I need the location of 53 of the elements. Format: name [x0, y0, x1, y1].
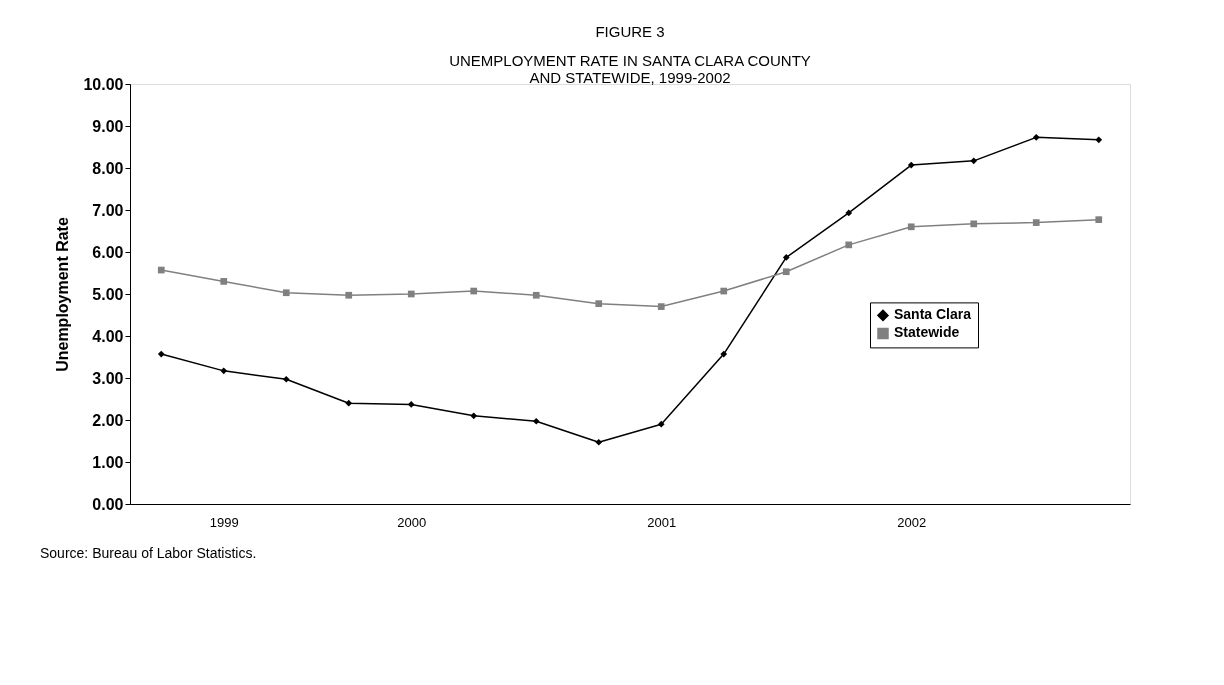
y-axis-title: Unemployment Rate [54, 217, 72, 372]
point [907, 223, 915, 231]
chart-subtitle: UNEMPLOYMENT RATE IN SANTA CLARA COUNTY AND STATEWIDE, 1999-2002 [449, 52, 811, 86]
y-tick-label: 2.00 [92, 411, 124, 429]
chart-title: FIGURE 3 [595, 23, 665, 40]
y-tick-label: 1.00 [92, 453, 124, 471]
source-note: Source: Bureau of Labor Statistics. [40, 545, 257, 561]
x-tick-label: 2000 [397, 514, 427, 530]
point [532, 417, 540, 425]
y-tick-label: 10.00 [83, 75, 124, 93]
point [845, 241, 853, 249]
point [282, 375, 290, 383]
point [345, 399, 353, 407]
y-tick-label: 8.00 [92, 159, 124, 177]
y-tick-label: 0.00 [92, 495, 124, 513]
legend-label: Santa Clara [894, 306, 972, 323]
point [1032, 219, 1040, 226]
x-tick-label: 2002 [897, 514, 927, 530]
y-tick-label: 4.00 [92, 327, 124, 345]
y-tick-label: 7.00 [92, 201, 124, 219]
point [1095, 136, 1103, 144]
point [657, 303, 665, 310]
point [907, 161, 915, 169]
y-tick-label: 5.00 [92, 285, 124, 303]
point [782, 268, 790, 276]
point [220, 367, 228, 375]
point [595, 438, 603, 446]
x-tick-label: 1999 [209, 514, 239, 530]
point [282, 289, 290, 297]
point [1032, 133, 1040, 141]
point [657, 420, 665, 428]
point [470, 287, 478, 295]
point [220, 278, 228, 285]
point [470, 412, 478, 420]
y-tick-label: 6.00 [92, 243, 124, 261]
x-tick-label: 2001 [647, 514, 677, 530]
point [845, 209, 853, 217]
point [157, 266, 165, 274]
point [970, 157, 978, 165]
point [782, 254, 790, 261]
point [407, 401, 415, 408]
point [720, 287, 728, 295]
point [407, 290, 415, 298]
point [345, 291, 353, 299]
point [720, 350, 728, 358]
y-tick-label: 9.00 [92, 117, 124, 135]
y-tick-label: 3.00 [92, 369, 124, 387]
point [1095, 216, 1103, 224]
point [157, 350, 165, 358]
point [532, 291, 540, 299]
legend-label: Statewide [894, 324, 960, 341]
point [970, 220, 978, 228]
point [595, 300, 603, 308]
